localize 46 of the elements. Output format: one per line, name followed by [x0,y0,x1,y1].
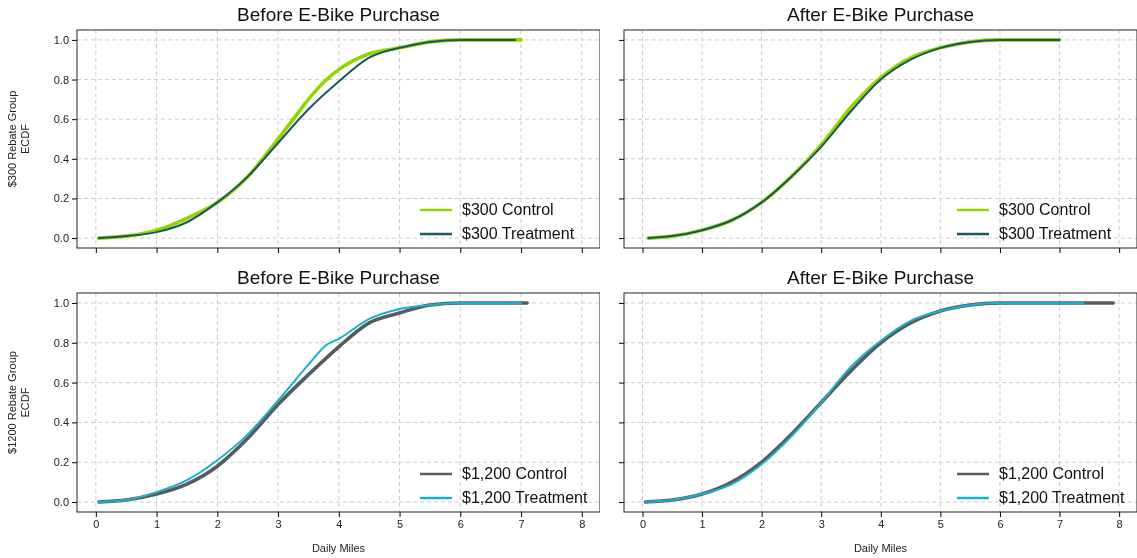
x-tick-label: 7 [1056,517,1064,530]
y-tick-label: 0.4 [53,416,69,429]
y-axis-title: $1200 Rebate Group ECDF [5,351,31,454]
x-tick-label: 4 [878,517,885,530]
x-tick-label: 1 [699,517,706,530]
chart-title: Before E-Bike Purchase [237,4,440,25]
x-tick-label: 8 [1116,517,1123,530]
legend-label: $300 Treatment [999,225,1112,242]
y-tick-label: 0.8 [53,73,69,86]
y-tick-label: 1.0 [53,296,69,309]
x-axis-title: Daily Miles [311,542,366,554]
legend-label: $300 Treatment [462,225,575,242]
x-tick-label: 0 [639,517,647,530]
x-tick-label: 1 [154,517,161,530]
legend-label: $1,200 Treatment [462,489,588,506]
legend-label: $300 Control [999,201,1091,218]
x-tick-label: 6 [997,517,1004,530]
x-tick-label: 3 [818,517,825,530]
x-tick-label: 3 [275,517,282,530]
x-tick-label: 5 [396,517,404,530]
x-tick-label: 6 [457,517,464,530]
chart-title: Before E-Bike Purchase [237,267,440,288]
legend-label: $1,200 Control [462,465,567,482]
x-tick-label: 7 [518,517,525,530]
x-tick-label: 0 [93,517,100,530]
y-tick-label: 0.6 [53,113,69,126]
y-tick-label: 0.0 [53,496,69,509]
x-axis-title: Daily Miles [853,542,908,554]
y-tick-label: 0.2 [53,192,69,205]
x-tick-label: 2 [214,517,221,530]
y-tick-label: 0.8 [53,336,69,349]
legend-label: $300 Control [462,201,554,218]
y-axis-title: $300 Rebate Group ECDF [5,90,31,188]
x-tick-label: 2 [759,517,766,530]
legend-label: $1,200 Control [999,465,1104,482]
chart-title: After E-Bike Purchase [787,4,974,25]
y-tick-label: 1.0 [53,33,69,46]
y-tick-label: 0.4 [53,152,69,165]
y-tick-label: 0.6 [53,376,69,389]
legend-label: $1,200 Treatment [999,489,1125,506]
y-tick-label: 0.2 [53,456,69,469]
chart-title: After E-Bike Purchase [787,267,974,288]
x-tick-label: 4 [336,517,343,530]
y-tick-label: 0.0 [53,232,69,245]
x-tick-label: 5 [937,517,944,530]
x-tick-label: 8 [579,517,586,530]
